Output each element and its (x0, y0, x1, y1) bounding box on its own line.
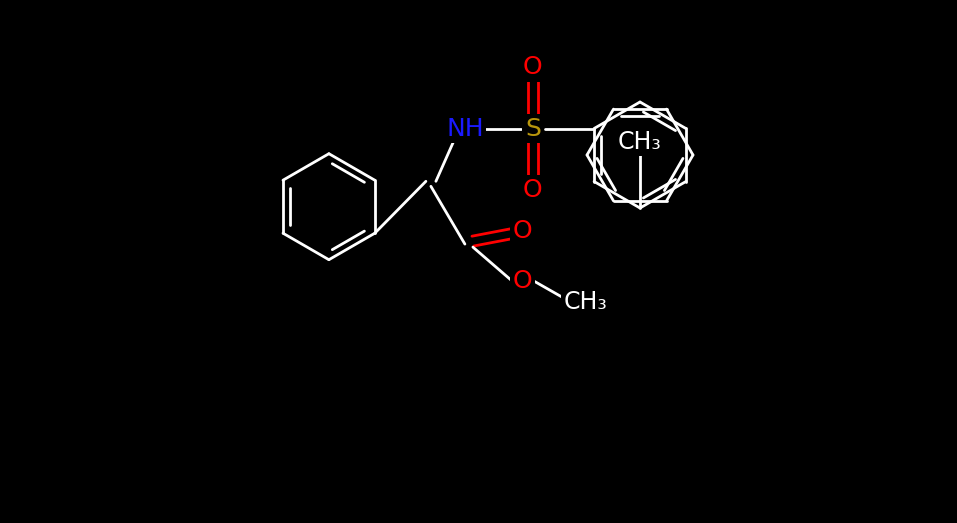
Text: CH₃: CH₃ (564, 290, 608, 314)
Text: O: O (523, 178, 543, 202)
Text: O: O (513, 269, 532, 293)
Text: O: O (513, 219, 532, 243)
Text: NH: NH (446, 117, 483, 141)
Text: S: S (525, 117, 541, 141)
Text: CH₃: CH₃ (618, 130, 662, 154)
Text: O: O (523, 55, 543, 79)
